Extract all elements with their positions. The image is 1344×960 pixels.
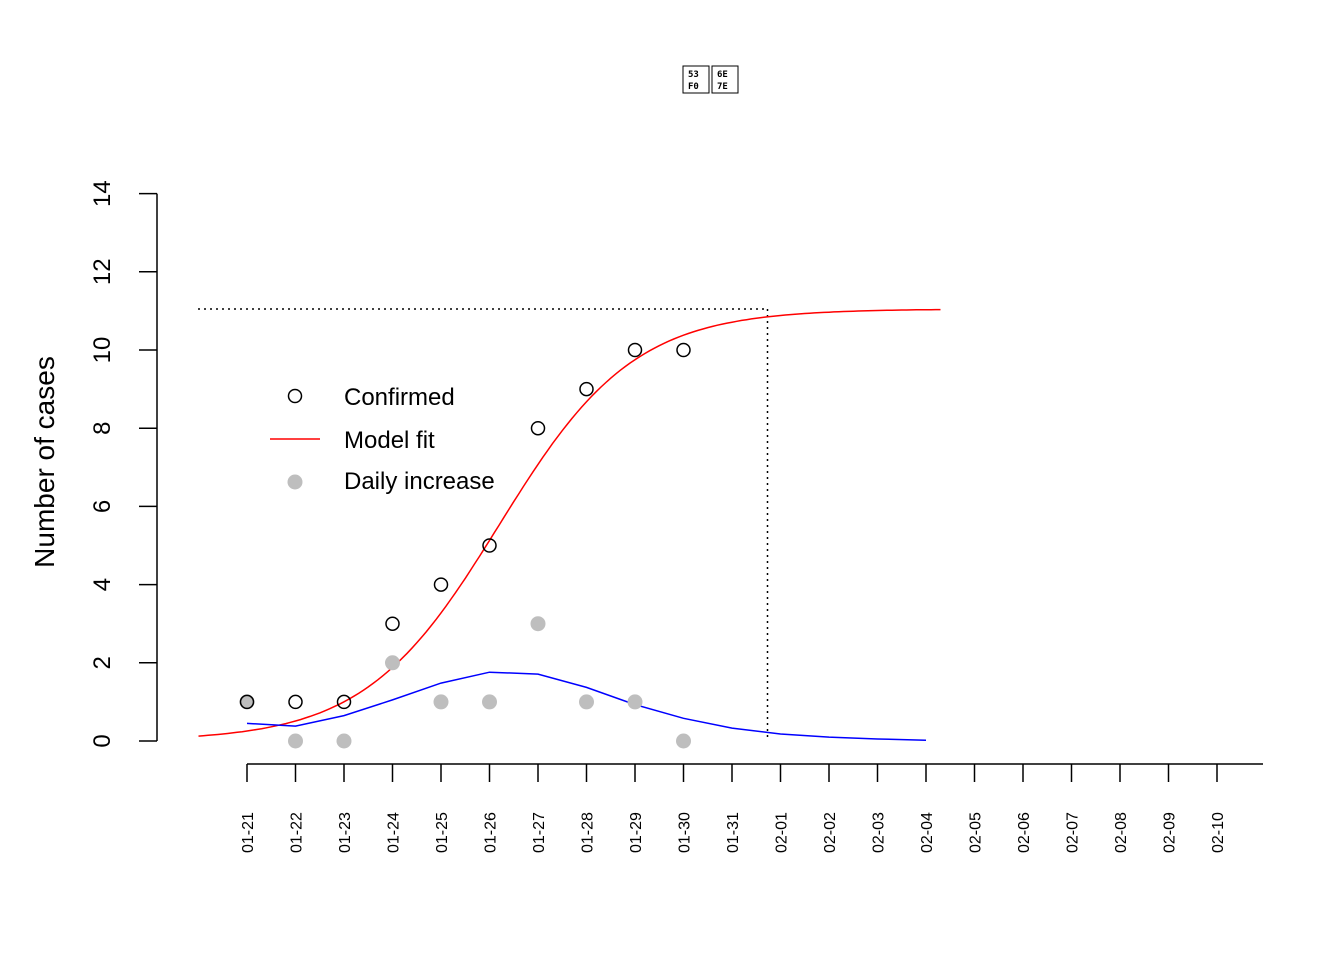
x-tick-label: 01-26 bbox=[483, 812, 500, 853]
series-layer bbox=[198, 308, 941, 749]
daily-increase-point bbox=[676, 733, 691, 749]
chart-title-glyphs: 53 F0 6E 7E bbox=[682, 65, 739, 94]
svg-text:F0: F0 bbox=[688, 82, 699, 92]
legend-label-model-fit: Model fit bbox=[344, 427, 435, 454]
confirmed-point bbox=[579, 381, 594, 397]
daily-increase-point bbox=[627, 694, 643, 710]
daily-increase-point bbox=[579, 694, 594, 710]
legend-marker-daily-increase bbox=[287, 474, 303, 490]
daily-increase-point bbox=[433, 694, 449, 710]
x-axis: 01-21 01-22 01-23 01-24 01-25 01-26 01-27 01-28… bbox=[240, 763, 1263, 853]
x-tick-label: 02-02 bbox=[822, 812, 839, 853]
reference-lines bbox=[198, 308, 769, 741]
y-axis-label: Number of cases bbox=[29, 356, 60, 568]
confirmed-point bbox=[627, 342, 643, 358]
legend: Confirmed Model fit Daily increase bbox=[270, 384, 495, 495]
x-tick-label: 01-21 bbox=[240, 812, 257, 853]
svg-text:53: 53 bbox=[688, 70, 699, 80]
confirmed-point bbox=[385, 616, 400, 631]
x-tick-label: 01-23 bbox=[337, 812, 354, 853]
confirmed-point bbox=[336, 694, 352, 710]
x-tick-label: 02-04 bbox=[919, 812, 936, 853]
confirmed-point bbox=[433, 577, 449, 592]
x-tick-label: 02-10 bbox=[1210, 812, 1227, 853]
confirmed-point bbox=[288, 694, 303, 710]
y-tick-label: 10 bbox=[89, 337, 116, 364]
confirmed-point bbox=[676, 342, 691, 358]
confirmed-point bbox=[239, 694, 255, 710]
daily-increase-point bbox=[385, 655, 400, 671]
x-tick-label: 01-29 bbox=[628, 812, 645, 853]
daily-increase-point bbox=[239, 694, 255, 710]
confirmed-point bbox=[530, 420, 546, 436]
x-tick-label: 02-09 bbox=[1162, 812, 1179, 853]
x-tick-label: 01-27 bbox=[531, 812, 548, 853]
y-tick-label: 12 bbox=[89, 258, 116, 285]
x-tick-label: 01-25 bbox=[434, 812, 451, 853]
svg-text:7E: 7E bbox=[717, 82, 728, 92]
x-tick-label: 01-30 bbox=[677, 812, 694, 853]
daily-increase-point bbox=[336, 733, 352, 749]
y-tick-label: 6 bbox=[89, 500, 116, 513]
daily-increase-point bbox=[530, 616, 546, 632]
daily-increase-point bbox=[288, 733, 303, 749]
y-tick-label: 0 bbox=[89, 734, 116, 747]
x-tick-label: 01-31 bbox=[725, 812, 742, 853]
x-tick-label: 01-28 bbox=[580, 812, 597, 853]
x-tick-label: 02-01 bbox=[774, 812, 791, 853]
smoothed-increase-line bbox=[246, 671, 927, 741]
y-axis: 0 2 4 6 8 10 12 14 bbox=[89, 180, 158, 748]
x-tick-label: 02-03 bbox=[871, 812, 888, 853]
confirmed-point bbox=[482, 538, 497, 553]
y-tick-label: 14 bbox=[89, 180, 116, 207]
legend-label-daily-increase: Daily increase bbox=[344, 468, 495, 495]
svg-text:6E: 6E bbox=[717, 70, 728, 80]
daily-increase-point bbox=[482, 694, 497, 710]
legend-label-confirmed: Confirmed bbox=[344, 384, 455, 411]
x-tick-label: 02-06 bbox=[1016, 812, 1033, 853]
x-tick-label: 02-05 bbox=[968, 812, 985, 853]
y-tick-label: 2 bbox=[89, 656, 116, 669]
legend-marker-confirmed bbox=[287, 388, 303, 404]
x-tick-label: 01-22 bbox=[289, 812, 306, 853]
x-tick-label: 02-07 bbox=[1065, 812, 1082, 853]
x-tick-label: 01-24 bbox=[386, 812, 403, 853]
y-tick-label: 4 bbox=[89, 578, 116, 591]
x-tick-label: 02-08 bbox=[1113, 812, 1130, 853]
model-fit-line bbox=[198, 308, 941, 737]
y-tick-label: 8 bbox=[89, 422, 116, 435]
